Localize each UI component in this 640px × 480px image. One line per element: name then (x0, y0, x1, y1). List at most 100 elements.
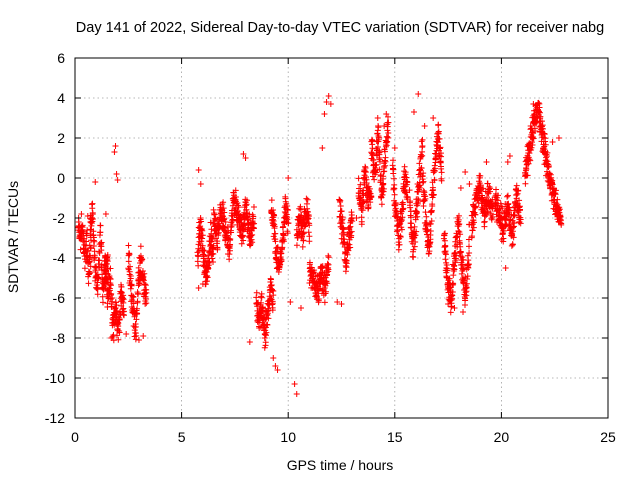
data-point (413, 228, 420, 235)
data-point (204, 274, 211, 281)
data-point (509, 241, 516, 248)
data-point (136, 281, 143, 288)
data-point (265, 307, 272, 314)
data-point (322, 288, 329, 295)
data-point (363, 180, 370, 187)
data-point (315, 295, 322, 302)
data-point (442, 256, 449, 263)
data-point (338, 217, 345, 224)
data-point (125, 258, 132, 265)
data-point (140, 277, 147, 284)
data-point (416, 160, 423, 167)
data-point (442, 251, 449, 258)
data-point (221, 215, 228, 222)
data-point (249, 239, 256, 246)
data-point (83, 238, 90, 245)
data-point (369, 145, 376, 152)
data-point (545, 162, 552, 169)
data-point (87, 245, 94, 252)
data-point (325, 254, 332, 261)
data-point (319, 263, 326, 270)
data-point (436, 135, 443, 142)
data-point (116, 329, 123, 336)
data-point (91, 238, 98, 245)
data-point (199, 232, 206, 239)
data-point (132, 323, 139, 330)
data-point (123, 331, 130, 337)
data-point (406, 187, 413, 194)
data-point (248, 236, 255, 243)
data-point (402, 169, 409, 176)
data-point (381, 157, 388, 164)
data-point (444, 265, 451, 272)
data-point (401, 163, 408, 170)
data-point (135, 264, 142, 271)
data-point (487, 185, 494, 192)
data-point (107, 276, 114, 283)
data-point (487, 210, 494, 217)
data-point (111, 149, 118, 155)
data-point (398, 217, 405, 224)
data-point (86, 269, 93, 276)
data-point (319, 145, 326, 151)
data-point (412, 232, 419, 239)
data-point (104, 251, 111, 258)
data-point (215, 224, 222, 231)
data-point (399, 214, 406, 221)
data-point (210, 242, 217, 249)
data-point (198, 226, 205, 233)
data-point (471, 219, 478, 226)
data-point (442, 230, 449, 237)
data-point (504, 193, 511, 200)
data-point (269, 307, 276, 314)
data-point (390, 157, 397, 164)
data-point (418, 138, 425, 145)
data-point (441, 244, 448, 251)
data-point (279, 244, 286, 251)
data-point (385, 134, 392, 141)
data-point (398, 226, 405, 233)
data-point (543, 153, 550, 160)
data-point (401, 168, 408, 175)
data-point (143, 289, 150, 296)
data-point (325, 252, 332, 259)
x-tick-label: 15 (387, 429, 403, 445)
data-point (371, 176, 378, 183)
data-point (418, 165, 425, 172)
x-tick-label: 5 (178, 429, 186, 445)
data-point (306, 220, 313, 227)
data-point (348, 232, 355, 239)
data-point (199, 281, 206, 287)
data-point (214, 245, 221, 252)
data-point (374, 115, 381, 121)
data-point (75, 219, 82, 226)
data-point (139, 256, 146, 263)
data-point (280, 232, 287, 239)
data-point (115, 336, 122, 343)
data-point (199, 235, 206, 242)
data-point (112, 299, 119, 306)
data-point (391, 191, 398, 198)
data-point (420, 170, 427, 177)
data-point (143, 300, 150, 307)
data-point (94, 285, 101, 292)
data-point (337, 202, 344, 209)
data-point (542, 135, 549, 142)
data-point (458, 270, 465, 277)
data-point (135, 337, 142, 343)
data-point (367, 199, 374, 206)
data-point (424, 226, 431, 233)
data-point (121, 312, 128, 319)
data-point (272, 363, 279, 369)
data-point (238, 240, 245, 247)
data-point (204, 252, 211, 259)
y-tick-label: -4 (53, 250, 66, 266)
data-point (140, 333, 147, 339)
data-point (443, 264, 450, 271)
data-point (399, 206, 406, 213)
data-point (78, 211, 85, 217)
data-point (380, 180, 387, 187)
data-point (472, 211, 479, 218)
data-point (92, 254, 99, 261)
data-point (414, 213, 421, 220)
